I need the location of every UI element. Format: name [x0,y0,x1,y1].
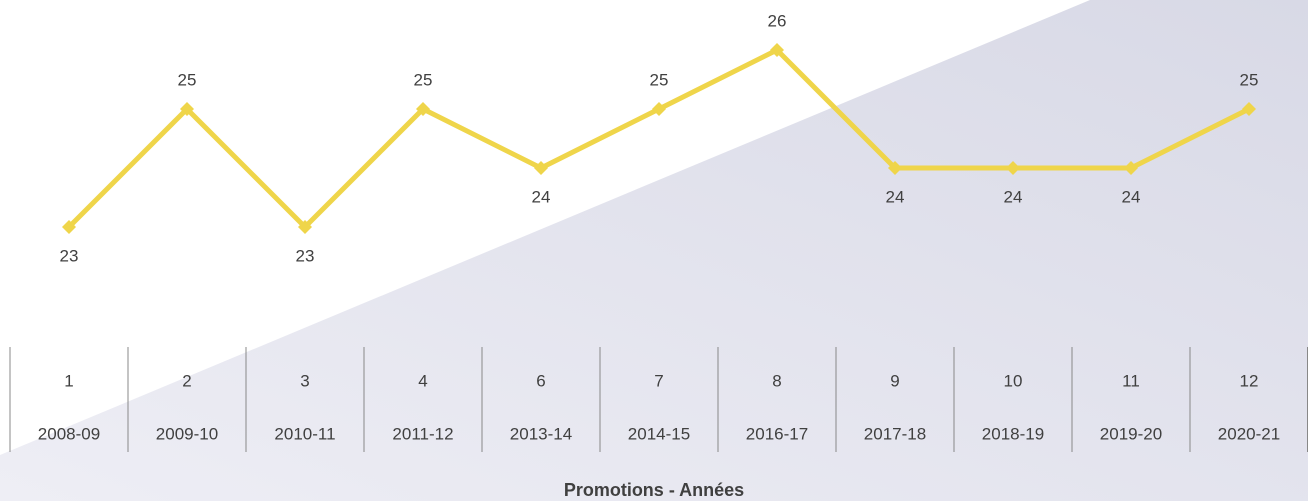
x-tick-label: 2020-21 [1218,424,1280,443]
data-label: 24 [1004,187,1023,206]
marker [652,102,666,116]
data-label: 26 [768,11,787,30]
promotion-label: 12 [1240,371,1259,390]
marker [1006,161,1020,175]
promotion-label: 4 [418,371,427,390]
marker [888,161,902,175]
data-label: 25 [178,70,197,89]
data-label: 25 [414,70,433,89]
x-tick-label: 2016-17 [746,424,808,443]
x-tick-label: 2009-10 [156,424,218,443]
x-axis-title: Promotions - Années [564,480,744,500]
marker [770,43,784,57]
data-label: 24 [1122,187,1141,206]
marker [416,102,430,116]
data-label: 24 [886,187,905,206]
promotion-label: 1 [64,371,73,390]
x-tick-label: 2011-12 [392,424,453,443]
marker [1242,102,1256,116]
marker [180,102,194,116]
promotion-label: 2 [182,371,191,390]
promotion-label: 8 [772,371,781,390]
promotion-label: 11 [1122,371,1140,390]
x-tick-label: 2010-11 [274,424,335,443]
x-tick-label: 2017-18 [864,424,926,443]
marker [62,220,76,234]
marker [1124,161,1138,175]
data-label: 23 [60,246,79,265]
x-tick-label: 2019-20 [1100,424,1162,443]
data-label: 24 [532,187,551,206]
x-tick-label: 2014-15 [628,424,690,443]
x-tick-label: 2008-09 [38,424,100,443]
x-tick-label: 2013-14 [510,424,572,443]
promotion-label: 6 [536,371,545,390]
promotion-label: 3 [300,371,309,390]
promotion-label: 7 [654,371,663,390]
promotion-label: 10 [1004,371,1023,390]
promotion-label: 9 [890,371,899,390]
x-tick-label: 2018-19 [982,424,1044,443]
marker [534,161,548,175]
marker [298,220,312,234]
data-label: 25 [1240,70,1259,89]
data-label: 25 [650,70,669,89]
data-label: 23 [296,246,315,265]
